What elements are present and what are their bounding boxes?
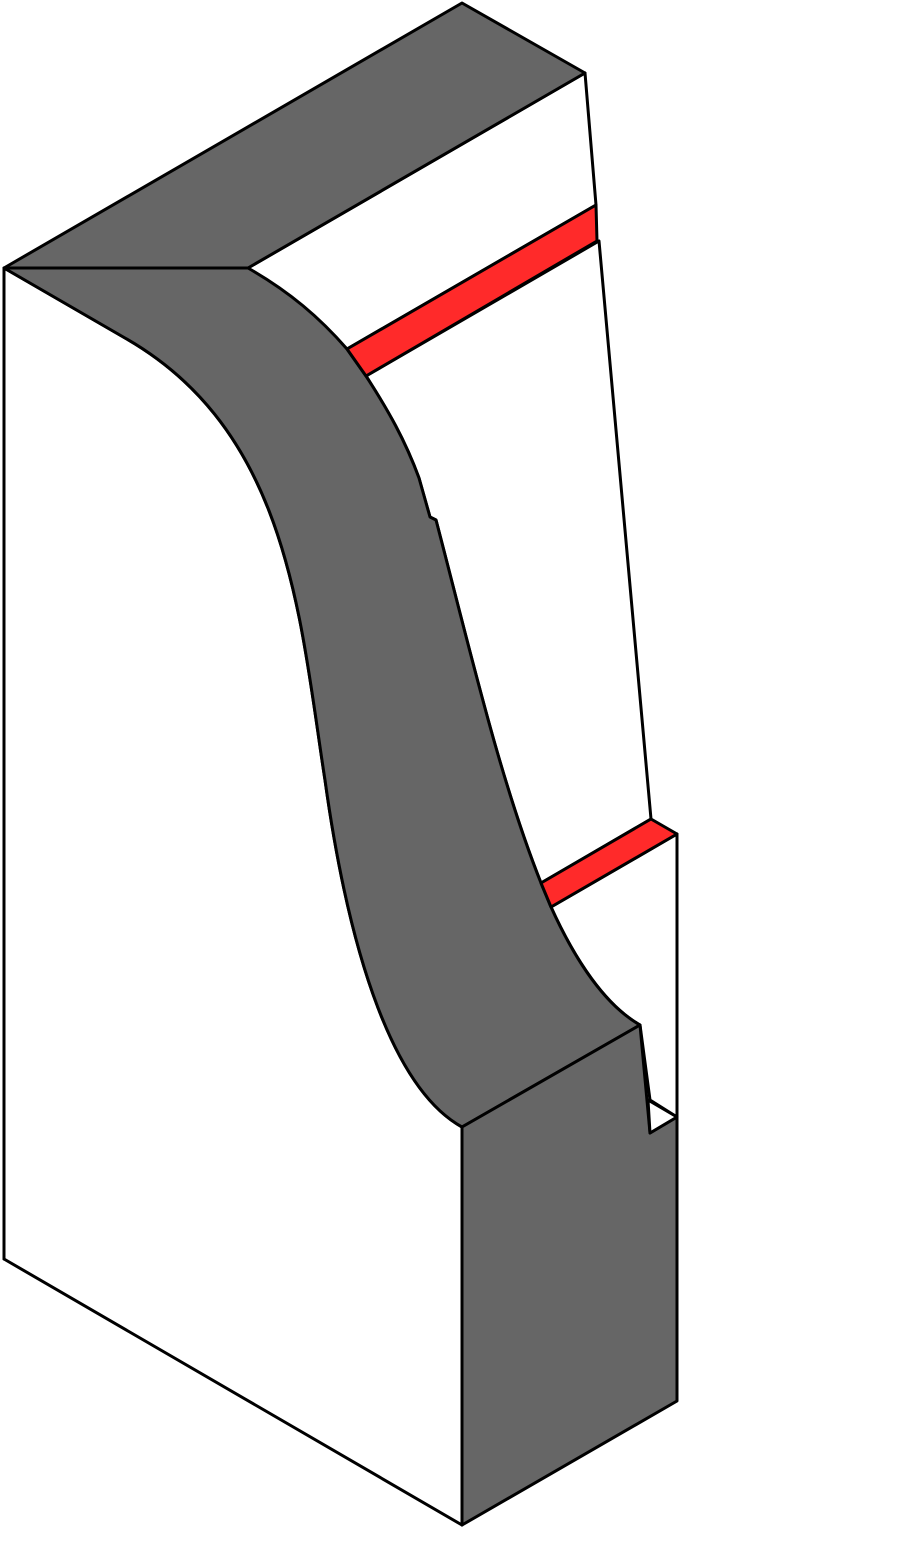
lower-red-band bbox=[539, 817, 679, 909]
curved-profile-face bbox=[2, 266, 642, 1129]
notch-step bbox=[646, 1098, 679, 1135]
upper-red-band bbox=[345, 203, 599, 378]
